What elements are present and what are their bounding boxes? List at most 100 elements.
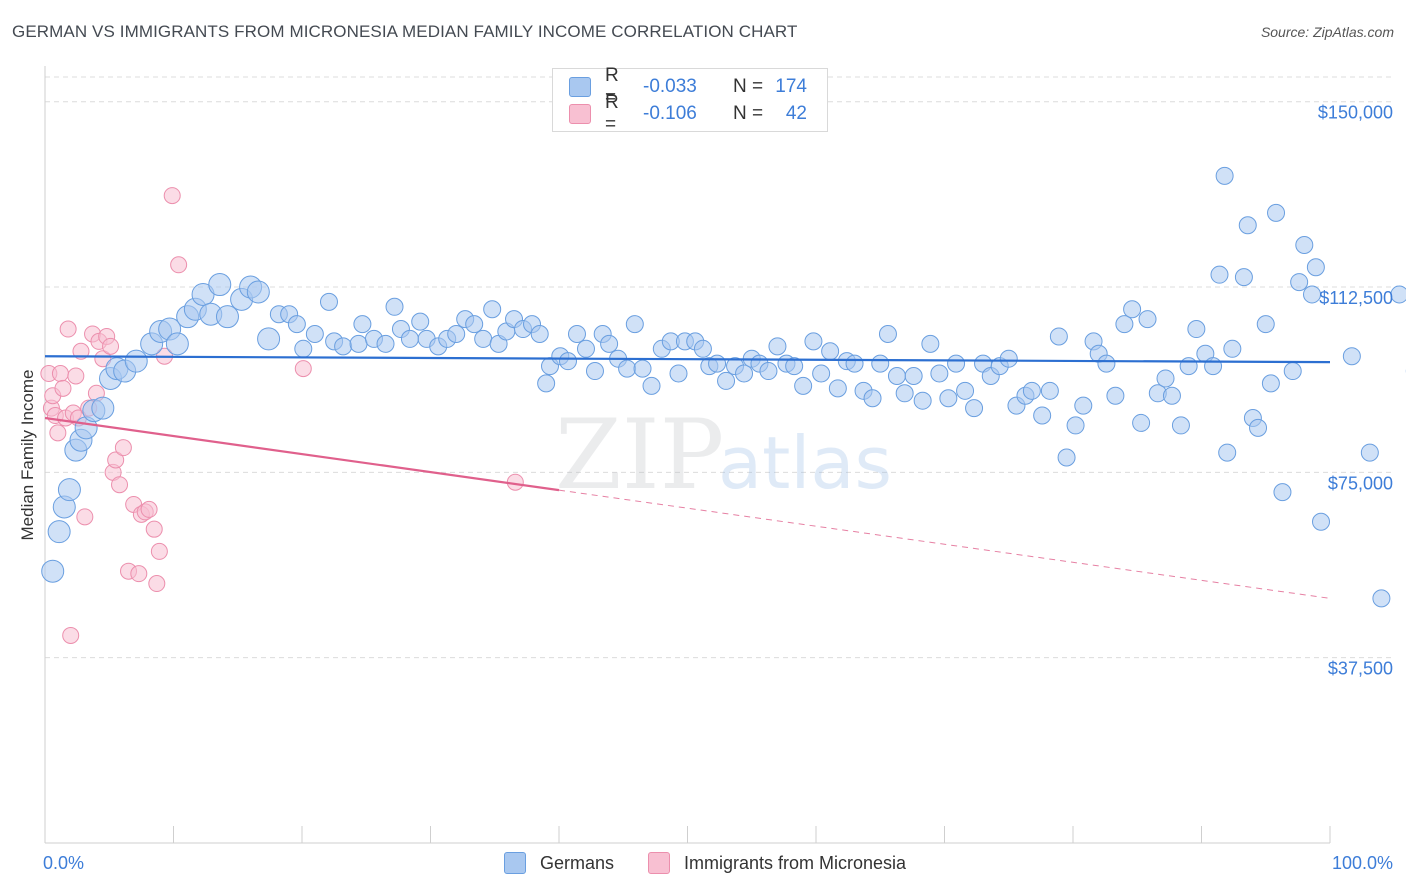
germans-point <box>376 334 395 353</box>
germans-point <box>1204 357 1223 376</box>
germans-point <box>828 379 847 398</box>
micronesia-point <box>145 520 163 538</box>
germans-point <box>257 327 281 351</box>
n-value: 174 <box>775 76 807 97</box>
germans-point <box>1106 386 1125 405</box>
germans-point <box>47 520 71 544</box>
legend-item-micronesia[interactable]: Immigrants from Micronesia <box>648 852 906 874</box>
germans-point <box>1360 443 1379 462</box>
stats-legend: R = -0.033 N = 174 R = -0.106 N = 42 <box>552 65 828 135</box>
germans-point <box>353 315 372 334</box>
germans-point <box>1256 315 1275 334</box>
germans-point <box>913 391 932 410</box>
legend-row-micronesia: R = -0.106 N = 42 <box>569 92 807 135</box>
germans-point <box>812 364 831 383</box>
germans-point <box>474 329 493 348</box>
germans-point <box>1234 268 1253 287</box>
germans-point <box>319 292 338 311</box>
germans-point <box>334 337 353 356</box>
germans-point <box>1312 512 1331 531</box>
micronesia-point <box>140 500 158 518</box>
micronesia-point <box>163 187 181 205</box>
germans-point <box>576 339 595 358</box>
germans-point <box>625 315 644 334</box>
germans-point <box>1066 416 1085 435</box>
micronesia-point <box>150 542 168 560</box>
germans-point <box>1295 236 1314 255</box>
germans-swatch <box>569 77 591 97</box>
germans-point <box>642 376 661 395</box>
germans-point <box>349 334 368 353</box>
micronesia-trend-extension <box>558 489 1331 599</box>
germans-point <box>585 362 604 381</box>
germans-point <box>1057 448 1076 467</box>
germans-point <box>999 349 1018 368</box>
micronesia-trend-line <box>44 416 560 492</box>
germans-point <box>305 324 324 343</box>
legend-label-micronesia: Immigrants from Micronesia <box>684 852 907 873</box>
y-tick-label: $112,500 <box>1319 288 1393 308</box>
germans-point <box>804 332 823 351</box>
germans-point <box>1115 315 1134 334</box>
watermark-zip: ZIP <box>555 399 724 511</box>
y-tick-label: $37,500 <box>1328 659 1393 679</box>
germans-point <box>91 396 115 420</box>
n-label: N = <box>733 76 764 97</box>
series-legend: Germans Immigrants from Micronesia <box>0 852 1406 878</box>
germans-point <box>1303 285 1322 304</box>
germans-point <box>1187 320 1206 339</box>
germans-point <box>1283 362 1302 381</box>
germans-point <box>1390 285 1406 304</box>
germans-point <box>878 324 897 343</box>
germans-point <box>965 399 984 418</box>
micronesia-point <box>59 320 77 338</box>
germans-point <box>821 342 840 361</box>
germans-point <box>215 305 239 329</box>
germans-point <box>1267 203 1286 222</box>
germans-point <box>124 349 148 373</box>
germans-point <box>947 354 966 373</box>
germans-point <box>530 324 549 343</box>
germans-point <box>759 362 778 381</box>
micronesia-point <box>54 379 72 397</box>
germans-point <box>1123 300 1142 319</box>
germans-point <box>1342 347 1361 366</box>
legend-item-germans[interactable]: Germans <box>504 852 614 874</box>
germans-point <box>1210 265 1229 284</box>
trend-lines <box>44 355 1331 599</box>
germans-point <box>600 334 619 353</box>
germans-point <box>411 312 430 331</box>
germans-point <box>693 339 712 358</box>
germans-point <box>1033 406 1052 425</box>
germans-point <box>537 374 556 393</box>
germans-point <box>483 300 502 319</box>
y-tick-label: $75,000 <box>1328 473 1393 493</box>
n-value: 42 <box>785 103 807 124</box>
germans-point <box>717 371 736 390</box>
germans-swatch <box>504 852 526 874</box>
germans-point <box>871 354 890 373</box>
watermark-atlas: atlas <box>718 421 892 505</box>
micronesia-point <box>114 439 132 457</box>
micronesia-point <box>148 575 166 593</box>
chart-title: GERMAN VS IMMIGRANTS FROM MICRONESIA MED… <box>12 22 798 41</box>
germans-point <box>1218 443 1237 462</box>
germans-point <box>735 364 754 383</box>
germans-point <box>708 354 727 373</box>
micronesia-point <box>170 256 188 274</box>
germans-point <box>465 315 484 334</box>
germans-point <box>956 381 975 400</box>
germans-points <box>41 166 1406 608</box>
legend-label-germans: Germans <box>540 852 615 873</box>
germans-point <box>845 354 864 373</box>
micronesia-swatch <box>569 104 591 124</box>
germans-point <box>567 324 586 343</box>
germans-point <box>208 273 232 297</box>
germans-point <box>887 366 906 385</box>
germans-point <box>1049 327 1068 346</box>
n-label: N = <box>733 103 764 124</box>
legend-row-germans: R = -0.033 N = 174 <box>569 65 807 108</box>
micronesia-point <box>76 508 94 526</box>
germans-point <box>41 559 65 583</box>
